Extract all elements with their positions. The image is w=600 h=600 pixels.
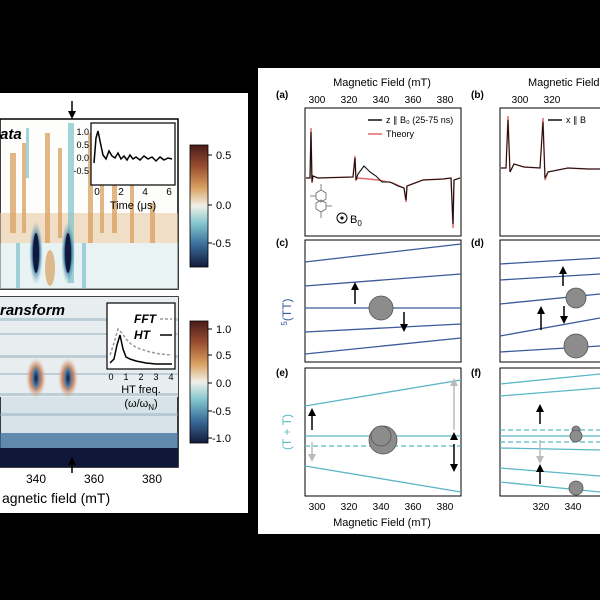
bottom-colorbar-tick: 0.5	[216, 350, 231, 362]
bottom-panel-label: ransform	[0, 302, 65, 319]
top-xtick-b: 300	[512, 95, 529, 106]
bottom-inset-xtick: 0	[108, 372, 113, 382]
bottom-inset-xtick: 4	[168, 372, 173, 382]
panel-a-spectrum: z ∥ B₀ (25-75 ns) Theory B0	[304, 107, 462, 237]
bottom-axis-label: Magnetic Field (mT)	[333, 517, 431, 529]
bottom-inset-xtick: 3	[153, 372, 158, 382]
top-xtick: 380	[437, 95, 454, 106]
bottom-xtick: 340	[373, 502, 390, 513]
bottom-colorbar-tick: -1.0	[212, 433, 231, 445]
b0-out-of-plane-icon	[336, 212, 348, 224]
top-inset-ytick: 0.0	[76, 153, 89, 163]
top-inset-xtick: 4	[142, 187, 148, 198]
bottom-colorbar: 1.0 0.5 0.0 -0.5 -1.0	[189, 320, 231, 445]
b0-label: B0	[350, 214, 362, 228]
top-inset-ytick: 1.0	[76, 127, 89, 137]
panel-e-pair-levels: (T + T)	[280, 367, 462, 497]
panel-d-quintet-levels	[499, 239, 600, 363]
panel-label-e: (e)	[276, 368, 288, 379]
top-inset-xtick: 2	[118, 187, 124, 198]
left-figure-panel: ata 1.0 0.5 0.0 -0.5 0 2 4 6 Time (μs) 0…	[0, 93, 248, 513]
top-axis-label: Magnetic Field (mT)	[333, 77, 431, 89]
panel-label-f: (f)	[471, 368, 481, 379]
legend-ht: HT	[134, 328, 152, 342]
top-inset: 1.0 0.5 0.0 -0.5 0 2 4 6 Time (μs)	[73, 122, 176, 212]
bottom-xtick: 380	[437, 502, 454, 513]
legend-b-data: x ∥ B	[566, 115, 586, 125]
bottom-inset: FFT HT 0 1 2 3 4 HT freq. (ω/ωN)	[106, 302, 176, 412]
right-figure-panel: Magnetic Field (mT) Magnetic Field 300 3…	[258, 68, 600, 534]
top-colorbar: 0.5 0.0 -0.5	[189, 144, 231, 268]
top-xtick: 300	[309, 95, 326, 106]
bottom-xtick: 360	[405, 502, 422, 513]
bottom-xtick: 300	[309, 502, 326, 513]
x-tick: 360	[84, 472, 104, 486]
legend-a-theory: Theory	[386, 129, 415, 139]
top-xtick: 360	[405, 95, 422, 106]
bottom-inset-xtick: 2	[138, 372, 143, 382]
panel-label-b: (b)	[471, 90, 484, 101]
top-panel-label: ata	[0, 126, 22, 143]
legend-fft: FFT	[134, 312, 158, 326]
top-colorbar-tick: -0.5	[212, 238, 231, 250]
top-inset-ytick: 0.5	[76, 140, 89, 150]
top-xtick: 340	[373, 95, 390, 106]
bottom-xtick-f: 320	[533, 502, 550, 513]
top-colorbar-tick: 0.0	[216, 200, 231, 212]
top-arrow-marker	[68, 101, 76, 119]
panel-label-c: (c)	[276, 238, 288, 249]
bottom-colorbar-tick: 0.0	[216, 378, 231, 390]
bottom-inset-xlabel-1: HT freq.	[121, 384, 161, 396]
top-inset-ytick: -0.5	[73, 166, 89, 176]
quintet-axis-label: 5(TT)	[280, 298, 294, 325]
bottom-colorbar-tick: 1.0	[216, 324, 231, 336]
bottom-inset-xlabel-2: (ω/ωN)	[124, 398, 157, 412]
molecule-icon	[310, 184, 332, 218]
bottom-inset-xtick: 1	[123, 372, 128, 382]
bottom-arrow-marker	[68, 457, 76, 473]
panel-c-quintet-levels: 5(TT)	[280, 239, 462, 363]
panel-label-a: (a)	[276, 90, 288, 101]
bottom-xtick-f: 340	[565, 502, 582, 513]
x-tick: 380	[142, 472, 162, 486]
top-inset-xtick: 0	[94, 187, 100, 198]
legend-a-data: z ∥ B₀ (25-75 ns)	[386, 115, 453, 125]
top-xtick-b: 320	[544, 95, 561, 106]
panel-b-spectrum: x ∥ B	[499, 107, 600, 237]
x-tick: 340	[26, 472, 46, 486]
top-xtick: 320	[341, 95, 358, 106]
top-inset-xtick: 6	[166, 187, 172, 198]
panel-f-pair-levels	[499, 367, 600, 497]
top-colorbar-tick: 0.5	[216, 150, 231, 162]
pair-axis-label: (T + T)	[280, 414, 294, 450]
bottom-colorbar-tick: -0.5	[212, 406, 231, 418]
x-axis-label: agnetic field (mT)	[2, 490, 110, 506]
top-axis-label-b: Magnetic Field	[528, 77, 600, 89]
panel-label-d: (d)	[471, 238, 484, 249]
bottom-xtick: 320	[341, 502, 358, 513]
top-inset-xlabel: Time (μs)	[110, 200, 156, 212]
